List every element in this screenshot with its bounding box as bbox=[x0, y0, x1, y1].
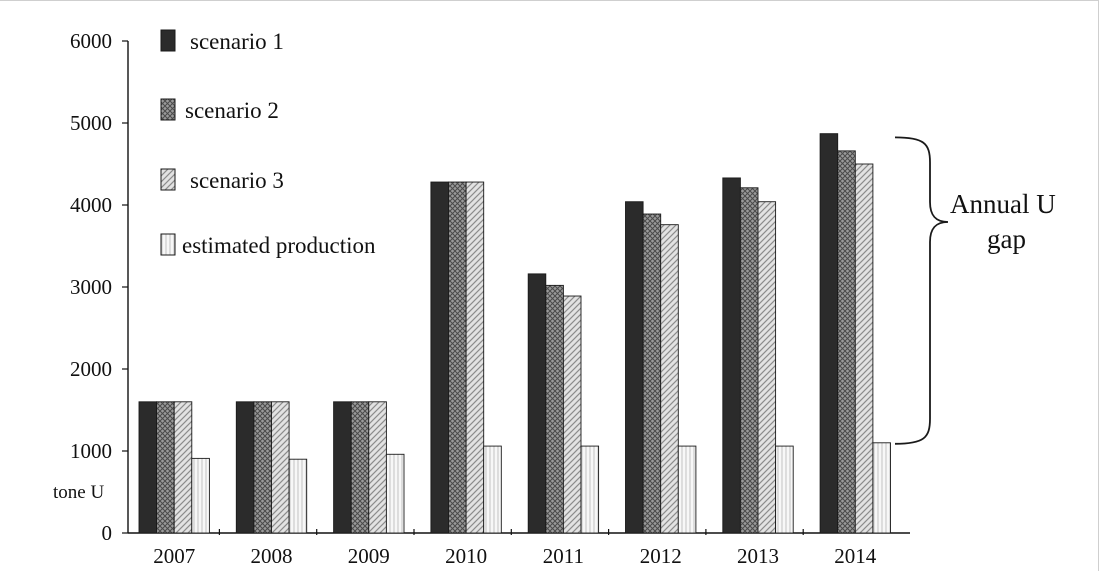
y-tick-label: 3000 bbox=[70, 275, 112, 299]
legend-swatch-scenario-1 bbox=[160, 29, 176, 52]
bar-scenario-1-2011 bbox=[527, 273, 547, 534]
bar-scenario-1-2012 bbox=[625, 201, 644, 534]
bar-scenario-1-2007 bbox=[138, 401, 158, 534]
bar-scenario-2-2008 bbox=[253, 401, 272, 534]
x-tick-label: 2013 bbox=[737, 544, 779, 568]
x-tick-label: 2010 bbox=[445, 544, 487, 568]
y-tick-label: 1000 bbox=[70, 439, 112, 463]
y-axis: 0 1000 2000 3000 4000 5000 6000 bbox=[70, 29, 129, 545]
bar-scenario-1-2010 bbox=[430, 181, 449, 534]
legend-label-scenario-2: scenario 2 bbox=[185, 98, 279, 123]
x-axis: 2007 2008 2009 2010 2011 2012 2013 2014 bbox=[128, 529, 910, 568]
bar-estimated-production-2011 bbox=[580, 445, 600, 534]
bar-scenario-1-2014 bbox=[819, 133, 839, 534]
bar-scenario-2-2014 bbox=[837, 150, 856, 534]
y-axis-unit-label: tone U bbox=[53, 482, 104, 503]
y-tick-label: 5000 bbox=[70, 111, 112, 135]
bar-scenario-3-2013 bbox=[757, 201, 777, 534]
y-tick-label: 6000 bbox=[70, 29, 112, 53]
bar-scenario-3-2007 bbox=[173, 401, 193, 534]
y-tick-label: 0 bbox=[102, 521, 113, 545]
bar-scenario-1-2009 bbox=[333, 401, 352, 534]
bar-scenario-2-2012 bbox=[642, 213, 662, 534]
bar-series-group bbox=[138, 133, 891, 534]
bar-estimated-production-2009 bbox=[385, 453, 405, 534]
bar-scenario-3-2011 bbox=[562, 295, 582, 534]
legend-swatch-scenario-3 bbox=[160, 168, 176, 191]
annotation-line-1: Annual U bbox=[950, 189, 1056, 219]
legend: scenario 1 scenario 2 scenario 3 estimated … bbox=[160, 29, 376, 258]
annotation-line-2: gap bbox=[987, 224, 1026, 254]
bar-scenario-3-2014 bbox=[854, 163, 874, 534]
bar-scenario-3-2010 bbox=[465, 181, 485, 534]
bar-scenario-1-2013 bbox=[722, 177, 741, 534]
legend-swatch-estimated-production bbox=[160, 233, 176, 256]
bar-scenario-1-2008 bbox=[235, 401, 255, 534]
legend-label-scenario-3: scenario 3 bbox=[190, 168, 284, 193]
x-tick-label: 2011 bbox=[543, 544, 584, 568]
bar-scenario-2-2009 bbox=[350, 401, 370, 534]
bar-scenario-3-2012 bbox=[660, 224, 679, 534]
bar-scenario-2-2011 bbox=[545, 284, 564, 534]
x-tick-label: 2014 bbox=[834, 544, 877, 568]
x-tick-label: 2012 bbox=[640, 544, 682, 568]
bar-scenario-2-2007 bbox=[156, 401, 175, 534]
bar-scenario-3-2008 bbox=[271, 401, 290, 534]
bar-scenario-2-2013 bbox=[739, 187, 759, 534]
bar-estimated-production-2012 bbox=[677, 445, 697, 534]
bar-scenario-3-2009 bbox=[368, 401, 387, 534]
bar-estimated-production-2013 bbox=[775, 445, 794, 534]
x-tick-label: 2007 bbox=[153, 544, 195, 568]
legend-label-estimated-production: estimated production bbox=[182, 233, 376, 258]
x-tick-label: 2009 bbox=[348, 544, 390, 568]
bar-estimated-production-2007 bbox=[191, 457, 210, 534]
annual-gap-annotation: Annual U gap bbox=[894, 136, 1056, 445]
bar-estimated-production-2014 bbox=[872, 442, 891, 534]
bar-scenario-2-2010 bbox=[448, 181, 467, 534]
bar-estimated-production-2010 bbox=[483, 445, 502, 534]
legend-label-scenario-1: scenario 1 bbox=[190, 29, 284, 54]
bar-estimated-production-2008 bbox=[288, 458, 308, 534]
gap-brace bbox=[894, 136, 949, 445]
legend-swatch-scenario-2 bbox=[160, 98, 176, 121]
y-tick-label: 4000 bbox=[70, 193, 112, 217]
y-tick-label: 2000 bbox=[70, 357, 112, 381]
x-tick-label: 2008 bbox=[251, 544, 293, 568]
